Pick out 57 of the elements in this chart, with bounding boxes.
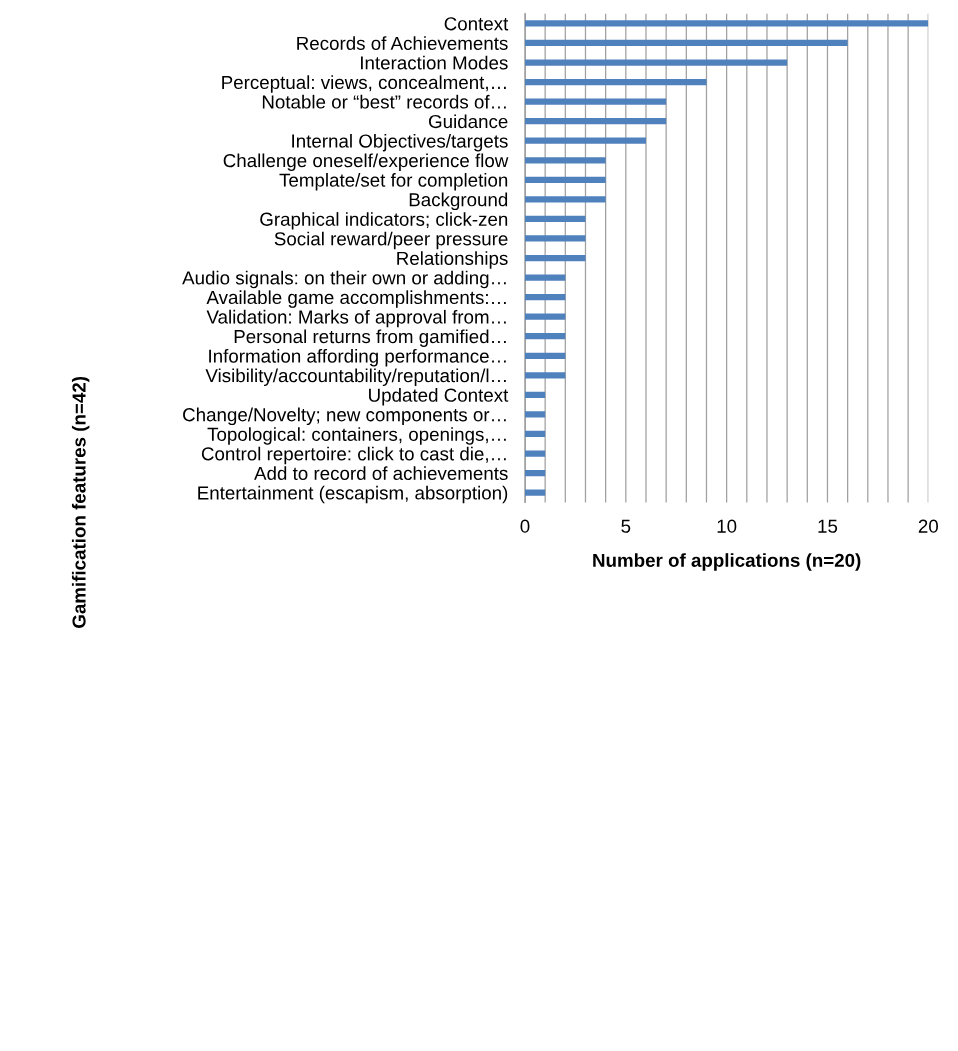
y-tick-label: Add to record of achievements bbox=[254, 466, 508, 481]
bar bbox=[524, 137, 646, 144]
y-tick-label: Updated Context bbox=[369, 388, 509, 406]
bar bbox=[524, 430, 546, 438]
bar bbox=[524, 469, 546, 477]
bar bbox=[524, 176, 606, 183]
y-tick-label: Audio signals: on their own or adding… bbox=[182, 270, 506, 289]
bar bbox=[524, 59, 788, 66]
bar bbox=[524, 196, 606, 203]
y-tick-label: Template/set for completion bbox=[279, 173, 508, 191]
y-tick-label: Topological: containers, openings,… bbox=[207, 427, 506, 445]
bar bbox=[524, 157, 606, 164]
bar bbox=[524, 118, 667, 125]
x-tick-label: 0 bbox=[520, 519, 530, 533]
y-tick-label: Perceptual: views, concealment,… bbox=[222, 75, 506, 93]
y-tick-label: Visibility/accountability/reputation/l… bbox=[205, 368, 506, 386]
y-tick-label: Social reward/peer pressure bbox=[274, 231, 508, 250]
y-tick-label: Control repertoire: click to cast die,… bbox=[201, 446, 506, 465]
y-tick-label: Background bbox=[409, 192, 508, 211]
y-axis-title: Gamification features (n=42) bbox=[71, 376, 90, 628]
bar bbox=[524, 489, 546, 496]
bar bbox=[524, 391, 546, 398]
bar bbox=[524, 293, 566, 301]
bar bbox=[524, 78, 707, 86]
y-tick-label: Personal returns from gamified… bbox=[234, 329, 506, 347]
bar bbox=[524, 313, 566, 320]
y-tick-label: Available game accomplishments:… bbox=[206, 290, 506, 308]
x-tick-label: 10 bbox=[717, 519, 737, 533]
bar bbox=[524, 333, 566, 340]
bar bbox=[524, 411, 546, 418]
y-tick-label: Context bbox=[444, 17, 509, 31]
y-tick-label: Relationships bbox=[397, 251, 508, 269]
y-tick-label: Change/Novelty; new components or… bbox=[183, 407, 506, 426]
bar bbox=[524, 20, 929, 27]
y-tick-label: Notable or “best” records of… bbox=[262, 94, 506, 109]
y-tick-label: Validation: Marks of approval from… bbox=[206, 309, 506, 328]
x-tick-label: 15 bbox=[818, 519, 838, 533]
bar bbox=[524, 352, 566, 359]
y-tick-label: Graphical indicators; click-zen bbox=[260, 212, 508, 230]
bar bbox=[524, 98, 667, 105]
y-tick-label: Entertainment (escapism, absorption) bbox=[198, 485, 508, 504]
x-tick-label: 5 bbox=[621, 519, 631, 533]
y-tick-label: Information affording performance… bbox=[209, 348, 506, 367]
y-tick-label: Guidance bbox=[429, 114, 508, 129]
bar bbox=[524, 450, 546, 457]
bar bbox=[524, 215, 586, 223]
bar bbox=[524, 254, 586, 262]
y-tick-label: Records of Achievements bbox=[297, 36, 508, 50]
x-axis-title: Number of applications (n=20) bbox=[593, 553, 861, 571]
bar bbox=[524, 235, 586, 242]
x-tick-label: 20 bbox=[918, 519, 938, 533]
y-tick-label: Interaction Modes bbox=[361, 55, 508, 70]
bar bbox=[524, 274, 566, 281]
y-tick-label: Challenge oneself/experience flow bbox=[223, 153, 509, 171]
bar bbox=[524, 39, 848, 47]
bar bbox=[524, 372, 566, 379]
y-tick-label: Internal Objectives/targets bbox=[292, 133, 508, 152]
